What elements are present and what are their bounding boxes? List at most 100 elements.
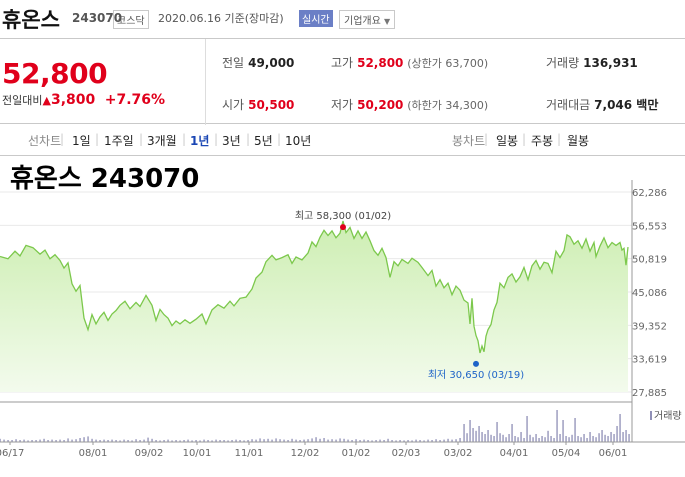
- volume-bar: [505, 437, 507, 442]
- tab-3m[interactable]: 3개월: [147, 134, 177, 148]
- volume-bar: [439, 440, 441, 442]
- candle-chart-caption: 봉차트: [452, 134, 486, 148]
- volume-bar: [255, 439, 257, 442]
- volume-bar: [103, 439, 105, 442]
- volume-bar: [568, 437, 570, 442]
- stock-name: 휴온스: [2, 8, 60, 32]
- volume-bar: [171, 440, 173, 442]
- volume-bar: [469, 420, 471, 442]
- volume-bar: [79, 438, 81, 442]
- volume-bar: [75, 439, 77, 442]
- volume-bar: [472, 428, 474, 442]
- volume-bar: [628, 434, 630, 442]
- volume-bar: [387, 438, 389, 442]
- tab-separator: |: [214, 132, 219, 146]
- volume-bar: [163, 440, 165, 442]
- price-line: [0, 220, 629, 354]
- volume-bar: [35, 440, 37, 442]
- x-tick-label: 12/02: [291, 448, 320, 459]
- y-tick-label: 27,885: [632, 388, 667, 399]
- volume-bar: [303, 439, 305, 442]
- tab-separator: |: [484, 132, 489, 146]
- volume-bar: [271, 439, 273, 442]
- volume-bar: [307, 439, 309, 442]
- volume-bar: [331, 439, 333, 442]
- tab-monthly[interactable]: 월봉: [567, 134, 590, 148]
- change-amount: 3,800: [50, 92, 96, 108]
- volume-bar: [211, 440, 213, 442]
- volume-bar: [574, 418, 576, 442]
- volume-bar: [520, 432, 522, 442]
- chart-title: 휴온스 243070: [10, 164, 200, 194]
- tab-daily[interactable]: 일봉: [496, 134, 519, 148]
- volume-bar: [175, 440, 177, 442]
- volume-bar: [359, 440, 361, 442]
- realtime-button[interactable]: 실시간: [299, 10, 333, 27]
- volume-bar: [435, 439, 437, 442]
- volume-bar: [323, 438, 325, 442]
- volume-bar: [351, 440, 353, 442]
- volume-bar: [39, 439, 41, 442]
- volume-bar: [15, 439, 17, 442]
- tab-separator: |: [557, 132, 562, 146]
- volume-bar: [577, 436, 579, 442]
- volume-bar: [115, 440, 117, 442]
- volume-bar: [295, 439, 297, 442]
- volume-bar: [496, 422, 498, 442]
- tab-1y[interactable]: 1년: [190, 134, 210, 148]
- volume-bar: [355, 439, 357, 442]
- company-info-dropdown[interactable]: 기업개요 ▼: [339, 10, 396, 29]
- y-tick-label: 56,553: [632, 221, 667, 232]
- volume-bar: [607, 436, 609, 442]
- volume-bar: [287, 440, 289, 442]
- volume-bar: [99, 440, 101, 442]
- volume-bar: [347, 439, 349, 442]
- volume-bar: [375, 440, 377, 442]
- volume-bar: [395, 440, 397, 442]
- tab-1d[interactable]: 1일: [72, 134, 91, 148]
- volume-bar: [622, 432, 624, 442]
- x-tick-label: 06/01: [599, 448, 628, 459]
- volume-bar: [239, 440, 241, 442]
- volume-bar: [379, 439, 381, 442]
- volume-bar: [613, 434, 615, 442]
- volume-bar: [195, 440, 197, 442]
- price-area: [0, 221, 628, 392]
- volume-bar: [532, 437, 534, 442]
- volume-bar: [427, 439, 429, 442]
- tab-separator: |: [277, 132, 282, 146]
- tab-3y[interactable]: 3년: [222, 134, 241, 148]
- volume-bar: [59, 439, 61, 442]
- y-tick-label: 39,352: [632, 321, 667, 332]
- tab-5y[interactable]: 5년: [254, 134, 273, 148]
- volume-bar: [529, 434, 531, 442]
- volume-bar: [339, 438, 341, 442]
- tab-weekly[interactable]: 주봉: [531, 134, 554, 148]
- volume-bar: [508, 434, 510, 442]
- tab-separator: |: [139, 132, 144, 146]
- price-chart: 62,286 56,553 50,819 45,086 39,352 33,619 27,8…: [0, 180, 685, 459]
- volume-bar: [547, 430, 549, 442]
- volume-bar: [459, 438, 461, 442]
- volume-bar: [27, 440, 29, 442]
- volume-bar: [135, 439, 137, 442]
- volume-bar: [83, 437, 85, 442]
- up-arrow-icon: ▲: [42, 94, 51, 107]
- volume-bar: [619, 414, 621, 442]
- volume-bar: [183, 440, 185, 442]
- volume-bar: [199, 440, 201, 442]
- volume-bar: [535, 434, 537, 442]
- volume-bar: [589, 432, 591, 442]
- tab-10y[interactable]: 10년: [285, 134, 312, 148]
- volume-bar: [0, 438, 1, 442]
- volume-bar: [583, 434, 585, 442]
- volume-bar: [475, 430, 477, 442]
- volume-bar: [11, 440, 13, 442]
- stat-open: 시가 50,500: [222, 98, 295, 112]
- volume-bar: [493, 436, 495, 442]
- volume-bar: [151, 438, 153, 442]
- tab-1w[interactable]: 1주일: [104, 134, 134, 148]
- stat-low: 저가 50,200 (하한가 34,300): [331, 98, 489, 112]
- x-tick-label: 06/17: [0, 448, 24, 459]
- volume-bar: [251, 439, 253, 442]
